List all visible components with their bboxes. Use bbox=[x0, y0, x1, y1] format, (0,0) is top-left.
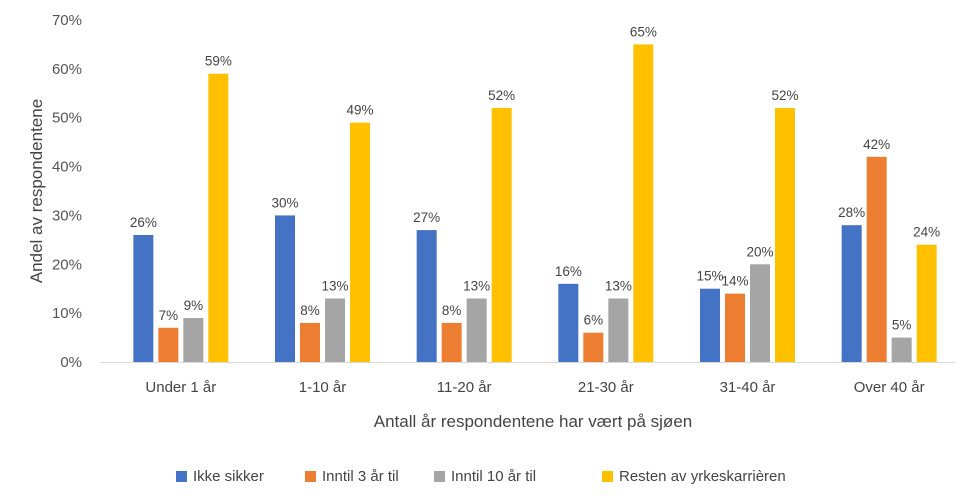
category-label: Under 1 år bbox=[145, 379, 216, 396]
bar bbox=[775, 107, 795, 362]
data-label: 28% bbox=[838, 205, 865, 220]
y-tick-label: 10% bbox=[52, 305, 82, 322]
data-label: 20% bbox=[746, 244, 773, 259]
y-tick-label: 50% bbox=[52, 110, 82, 127]
legend-label: Ikke sikker bbox=[193, 468, 264, 485]
category-label: 1-10 år bbox=[299, 379, 347, 396]
data-label: 9% bbox=[184, 298, 204, 313]
data-label: 16% bbox=[555, 264, 582, 279]
bar bbox=[583, 332, 604, 362]
data-label: 13% bbox=[463, 278, 490, 293]
bar bbox=[558, 283, 579, 362]
data-label: 6% bbox=[584, 313, 604, 328]
bar bbox=[750, 264, 770, 362]
bar bbox=[491, 107, 512, 362]
data-label: 52% bbox=[488, 88, 515, 103]
y-axis-ticks: 0% 10% 20% 30% 40% 50% 60% 70% bbox=[52, 12, 82, 371]
data-label: 13% bbox=[605, 278, 632, 293]
legend-label: Inntil 3 år til bbox=[322, 468, 399, 485]
data-labels: 26%7%9%59%30%8%13%49%27%8%13%52%16%6%13%… bbox=[130, 24, 940, 332]
x-axis-title: Antall år respondentene har vært på sjøe… bbox=[374, 412, 692, 431]
data-label: 42% bbox=[863, 137, 890, 152]
legend-swatch bbox=[602, 471, 613, 482]
legend: Ikke sikker Inntil 3 år til Inntil 10 år t… bbox=[176, 468, 786, 485]
legend-label: Resten av yrkeskarrièren bbox=[619, 468, 786, 485]
bar bbox=[633, 44, 654, 363]
data-label: 30% bbox=[271, 195, 298, 210]
y-tick-label: 0% bbox=[60, 354, 82, 371]
bar bbox=[208, 73, 229, 362]
y-axis-title: Andel av respondentene bbox=[27, 99, 46, 283]
data-label: 8% bbox=[442, 303, 462, 318]
legend-swatch bbox=[434, 471, 445, 482]
bar bbox=[841, 225, 862, 362]
bar bbox=[275, 215, 295, 362]
legend-label: Inntil 10 år til bbox=[451, 468, 536, 485]
bar bbox=[133, 234, 154, 362]
x-axis-category-labels: Under 1 år 1-10 år 11-20 år 21-30 år 31-40 å… bbox=[145, 379, 924, 396]
data-label: 5% bbox=[892, 318, 912, 333]
data-label: 52% bbox=[771, 88, 798, 103]
y-tick-label: 60% bbox=[52, 61, 82, 78]
data-label: 26% bbox=[130, 215, 157, 230]
bar bbox=[891, 337, 912, 362]
bar bbox=[608, 298, 629, 362]
legend-swatch bbox=[305, 471, 316, 482]
bar bbox=[325, 298, 345, 362]
bar bbox=[183, 318, 204, 362]
bar bbox=[300, 322, 320, 362]
data-label: 14% bbox=[721, 274, 748, 289]
data-label: 27% bbox=[413, 210, 440, 225]
bar bbox=[416, 230, 437, 362]
bar bbox=[350, 122, 370, 362]
category-label: 11-20 år bbox=[437, 379, 492, 396]
bar bbox=[441, 322, 462, 362]
data-label: 59% bbox=[205, 54, 232, 69]
y-tick-label: 40% bbox=[52, 159, 82, 176]
bar bbox=[725, 293, 745, 362]
legend-swatch bbox=[176, 471, 187, 482]
data-label: 65% bbox=[630, 24, 657, 39]
y-tick-label: 30% bbox=[52, 207, 82, 224]
data-label: 7% bbox=[159, 308, 179, 323]
category-label: 21-30 år bbox=[578, 379, 634, 396]
bar bbox=[916, 244, 937, 362]
data-label: 13% bbox=[321, 278, 348, 293]
y-tick-label: 70% bbox=[52, 12, 82, 29]
bar bbox=[700, 288, 720, 362]
bar bbox=[158, 327, 179, 362]
bars bbox=[133, 44, 937, 363]
data-label: 15% bbox=[696, 269, 723, 284]
data-label: 49% bbox=[346, 103, 373, 118]
y-tick-label: 20% bbox=[52, 256, 82, 273]
data-label: 8% bbox=[300, 303, 320, 318]
bar bbox=[866, 156, 887, 362]
category-label: Over 40 år bbox=[854, 379, 925, 396]
bar bbox=[466, 298, 487, 362]
data-label: 24% bbox=[913, 225, 940, 240]
category-label: 31-40 år bbox=[720, 379, 776, 396]
